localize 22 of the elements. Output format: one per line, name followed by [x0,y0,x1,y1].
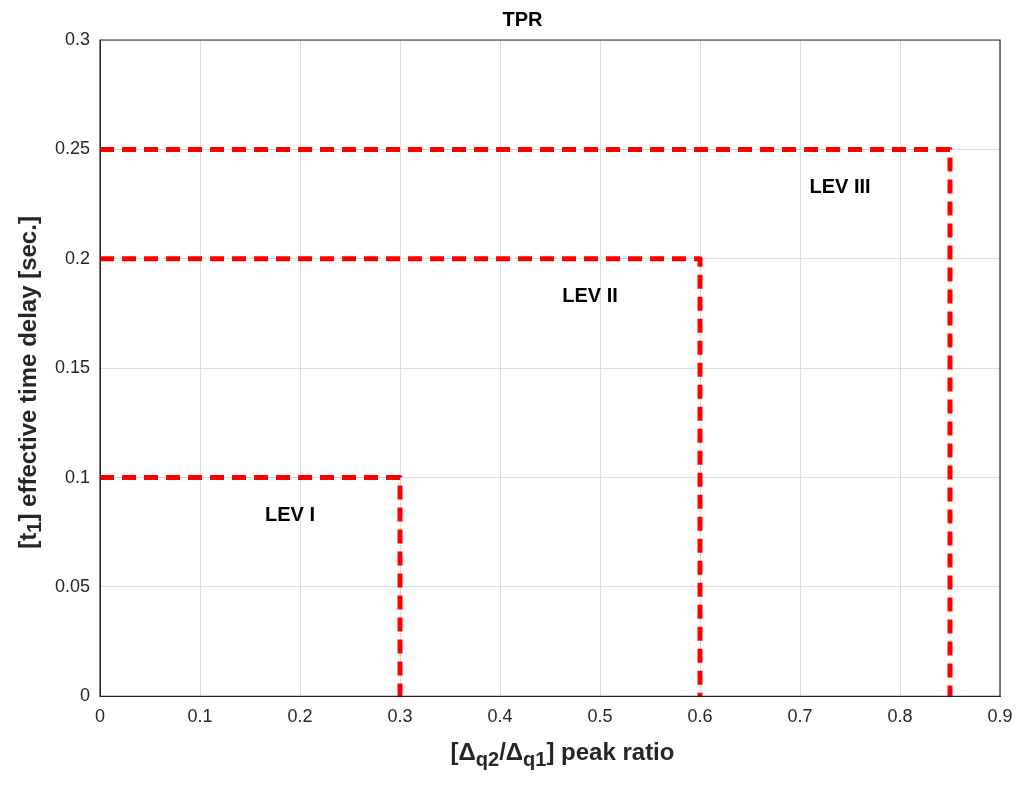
y-tick-label: 0.2 [65,247,91,268]
x-tick-label: 0.3 [387,706,413,727]
x-tick-label: 0 [95,706,106,727]
chart-title: TPR [502,7,544,30]
x-tick-label: 0.5 [587,706,613,727]
x-axis-title: [Δ$_{q2}$/Δ$_{q1}$] peak ratio [449,738,676,771]
x-tick-label: 0.2 [287,706,313,727]
y-tick-label: 0.15 [54,357,91,378]
y-tick-label: 0.3 [65,28,91,49]
y-tick-label: 0.1 [65,466,91,487]
x-tick-label: 0.9 [987,706,1013,727]
x-tick-label: 0.1 [187,706,213,727]
y-tick-label: 0.05 [54,575,91,596]
annotation: LEV I [265,503,316,526]
annotation: LEV II [562,284,618,307]
x-tick-label: 0.6 [687,706,713,727]
y-tick-label: 0.25 [54,138,91,159]
x-tick-label: 0.7 [787,706,813,727]
y-tick-label: 0 [80,685,91,706]
x-tick-label: 0.8 [887,706,913,727]
x-tick-label: 0.4 [487,706,513,727]
annotation: LEV III [809,174,871,197]
